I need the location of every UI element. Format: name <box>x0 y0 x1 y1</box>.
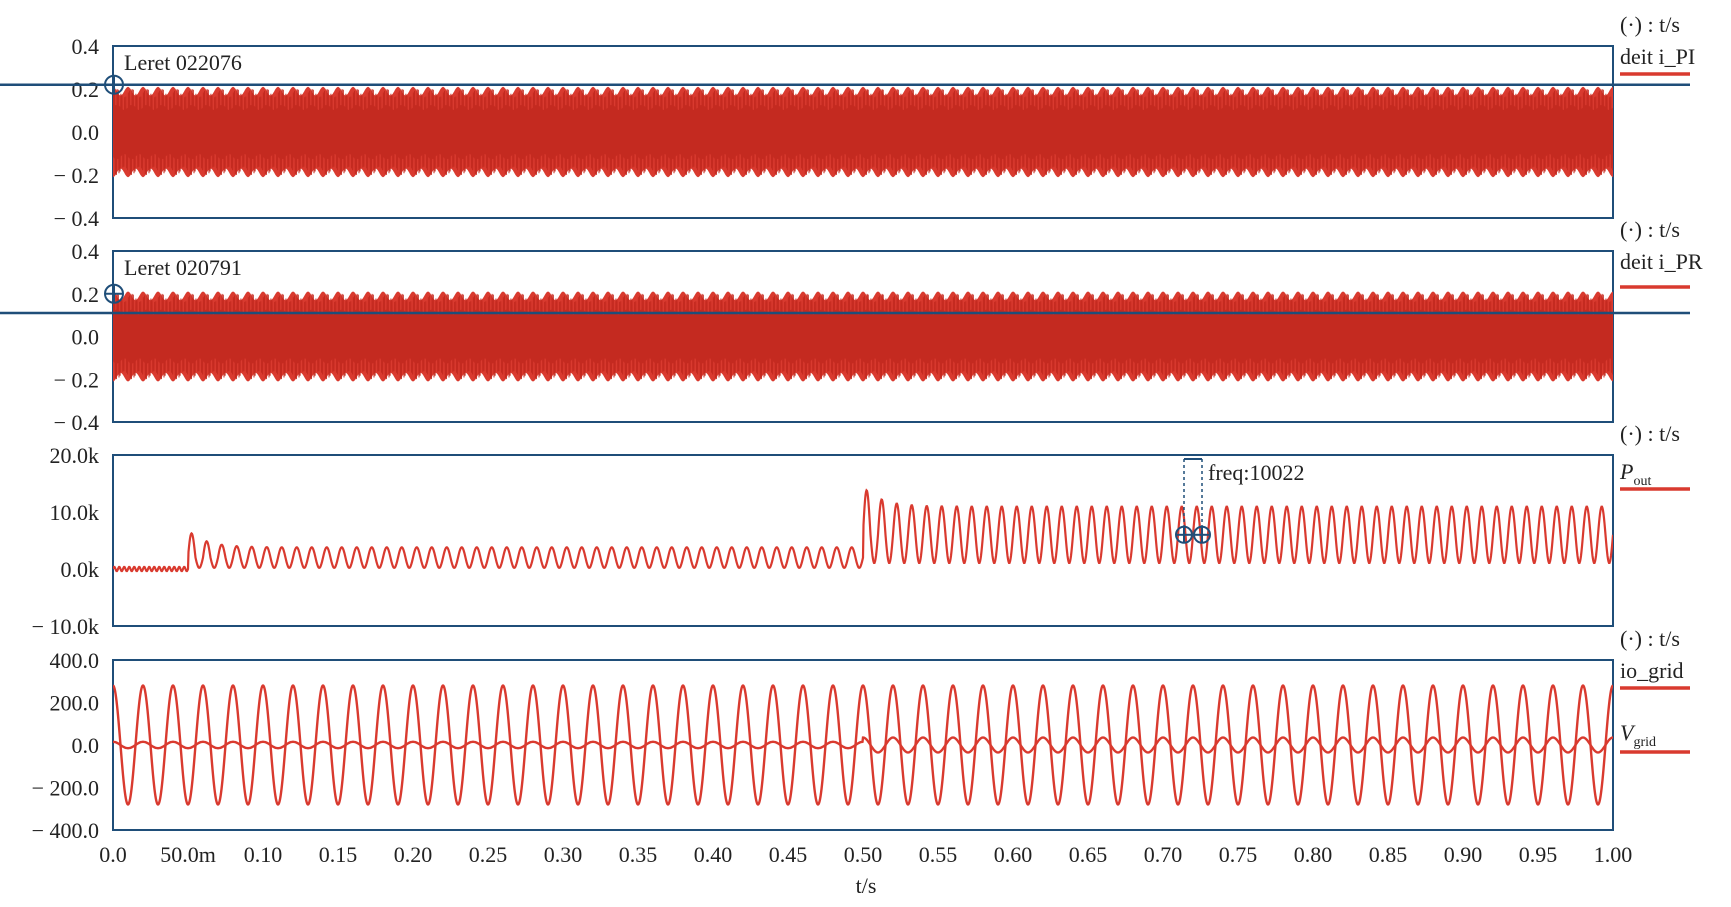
legend-header: (·) : t/s <box>1620 421 1680 446</box>
x-tick-label: 0.65 <box>1069 842 1108 867</box>
legend-label: deit i_PR <box>1620 249 1703 274</box>
x-axis-label: t/s <box>856 873 877 898</box>
x-tick-label: 0.90 <box>1444 842 1483 867</box>
vgrid-trace <box>113 684 1613 806</box>
x-tick-label: 0.55 <box>919 842 958 867</box>
x-tick-label: 0.70 <box>1144 842 1183 867</box>
x-axis: 0.0 50.0m 0.10 0.15 0.20 0.25 0.30 0.35 0.40 0.45… <box>99 842 1632 898</box>
x-tick-label: 1.00 <box>1594 842 1633 867</box>
x-tick-label: 0.10 <box>244 842 283 867</box>
legend-label: io_grid <box>1620 658 1684 683</box>
y-tick-label: 0.0k <box>61 557 100 582</box>
y-tick-label: 200.0 <box>50 691 100 716</box>
x-tick-label: 0.35 <box>619 842 658 867</box>
y-tick-label: − 400.0 <box>32 818 99 843</box>
iogrid-trace <box>113 736 1613 754</box>
cursor-readout: Leret 020791 <box>124 255 242 280</box>
x-tick-label: 0.85 <box>1369 842 1408 867</box>
y-tick-label: 0.4 <box>72 34 100 59</box>
y-tick-label: − 0.2 <box>54 163 99 188</box>
y-tick-label: 0.0 <box>72 120 100 145</box>
panel-i_PI: 0.4 0.2 0.0 − 0.2 − 0.4 Leret 022076 (·) : t/s… <box>0 12 1695 231</box>
x-tick-label: 0.25 <box>469 842 508 867</box>
legend-header: (·) : t/s <box>1620 626 1680 651</box>
y-tick-label: − 0.2 <box>54 367 99 392</box>
x-tick-label: 0.45 <box>769 842 808 867</box>
y-tick-label: 0.0 <box>72 325 100 350</box>
y-tick-label: 20.0k <box>50 443 100 468</box>
y-tick-label: 0.2 <box>72 77 100 102</box>
current-trace-i_PR <box>113 293 1613 380</box>
panel-frame <box>112 659 1614 831</box>
panel-grid: 400.0 200.0 0.0 − 200.0 − 400.0 (·) : t/s io_g… <box>32 626 1690 843</box>
y-tick-label: 10.0k <box>50 500 100 525</box>
x-tick-label: 0.40 <box>694 842 733 867</box>
y-tick-label: 0.2 <box>72 282 100 307</box>
x-tick-label: 0.75 <box>1219 842 1258 867</box>
x-tick-label: 0.30 <box>544 842 583 867</box>
power-trace <box>113 488 1613 573</box>
y-tick-label: 0.4 <box>72 239 100 264</box>
y-tick-label: − 10.0k <box>32 614 99 639</box>
freq-readout: freq:10022 <box>1208 460 1305 485</box>
x-tick-label: 0.80 <box>1294 842 1333 867</box>
x-tick-label: 0.50 <box>844 842 883 867</box>
legend-label: Pout <box>1619 459 1651 489</box>
y-tick-label: − 200.0 <box>32 776 99 801</box>
x-tick-label: 50.0m <box>160 842 216 867</box>
x-tick-label: 0.20 <box>394 842 433 867</box>
x-tick-label: 0.60 <box>994 842 1033 867</box>
legend-label-2: Vgrid <box>1620 720 1656 750</box>
cursor-readout: Leret 022076 <box>124 50 242 75</box>
x-tick-label: 0.0 <box>99 842 127 867</box>
panel-i_PR: 0.4 0.2 0.0 − 0.2 − 0.4 Leret 020791 (·) : t/s… <box>0 217 1703 435</box>
x-tick-label: 0.15 <box>319 842 358 867</box>
legend-label: deit i_PI <box>1620 44 1695 69</box>
panel-P_out: 20.0k 10.0k 0.0k − 10.0k freq:10022 (·) : t/s… <box>32 421 1690 639</box>
legend-header: (·) : t/s <box>1620 217 1680 242</box>
legend-header: (·) : t/s <box>1620 12 1680 37</box>
y-tick-label: − 0.4 <box>54 410 99 435</box>
y-tick-label: 400.0 <box>50 648 100 673</box>
y-tick-label: 0.0 <box>72 733 100 758</box>
current-trace-i_PI <box>113 89 1613 175</box>
y-tick-label: − 0.4 <box>54 206 99 231</box>
x-tick-label: 0.95 <box>1519 842 1558 867</box>
